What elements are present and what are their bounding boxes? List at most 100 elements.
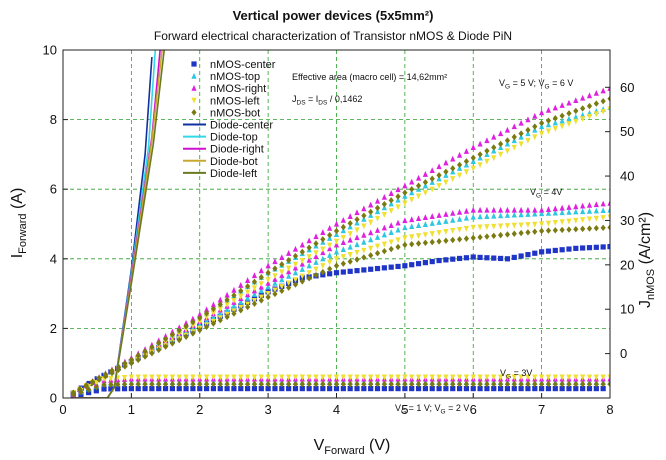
point-nmos-bot	[238, 307, 244, 314]
point-nmos-top	[245, 294, 251, 301]
point-nmos-left	[450, 228, 456, 234]
point-nmos-right	[415, 215, 422, 222]
point-nmos-bot	[245, 380, 251, 388]
point-nmos-center	[552, 386, 558, 392]
point-nmos-left	[190, 322, 196, 329]
point-nmos-center	[504, 386, 511, 392]
point-nmos-bot	[320, 236, 326, 243]
point-nmos-left	[566, 121, 572, 127]
point-nmos-bot	[176, 380, 182, 388]
y-tick-label: 8	[50, 112, 57, 127]
point-nmos-right	[511, 123, 517, 130]
point-nmos-bot	[299, 380, 305, 388]
point-nmos-bot	[102, 371, 109, 378]
point-nmos-center	[327, 386, 333, 392]
point-nmos-right	[525, 206, 531, 213]
point-nmos-bot	[121, 381, 128, 388]
point-nmos-bot	[600, 380, 606, 388]
point-nmos-right	[593, 89, 599, 96]
point-nmos-left	[197, 374, 203, 381]
point-nmos-bot	[93, 384, 99, 391]
point-nmos-right	[333, 220, 340, 227]
point-nmos-bot	[101, 381, 107, 388]
point-nmos-right	[600, 200, 606, 207]
point-nmos-right	[361, 205, 367, 212]
point-nmos-left	[381, 241, 387, 248]
series-layer	[70, 50, 610, 398]
point-nmos-right	[559, 102, 565, 108]
point-nmos-center	[299, 386, 305, 392]
point-nmos-left	[183, 326, 189, 333]
point-nmos-bot	[525, 229, 531, 236]
point-nmos-center	[580, 386, 586, 392]
point-nmos-top	[539, 210, 545, 217]
point-nmos-center	[600, 244, 606, 250]
point-nmos-center	[149, 386, 155, 392]
y-tick-label: 10	[43, 43, 57, 58]
point-nmos-top	[511, 211, 517, 218]
point-nmos-bot	[183, 333, 189, 340]
point-nmos-bot	[83, 382, 89, 389]
point-nmos-bot	[566, 226, 572, 233]
point-nmos-center	[559, 386, 565, 392]
point-nmos-top	[210, 314, 217, 320]
legend-label-diode-top: Diode-top	[210, 132, 258, 144]
point-nmos-bot	[573, 107, 579, 115]
point-nmos-bot	[224, 313, 230, 321]
point-nmos-bot	[183, 323, 189, 330]
point-nmos-left	[354, 227, 360, 234]
point-nmos-left	[210, 374, 217, 381]
point-nmos-bot	[258, 274, 264, 281]
point-nmos-bot	[197, 314, 203, 322]
point-nmos-top	[552, 119, 558, 126]
point-nmos-center	[135, 386, 141, 392]
point-nmos-right	[463, 207, 470, 214]
point-nmos-left	[450, 176, 456, 182]
point-nmos-center	[402, 263, 408, 269]
point-nmos-right	[203, 306, 210, 313]
point-nmos-right	[340, 216, 346, 223]
x-tick-label: 4	[333, 402, 340, 417]
point-nmos-right	[511, 206, 517, 213]
point-nmos-right	[518, 206, 524, 213]
point-nmos-center	[491, 255, 497, 261]
point-nmos-bot	[176, 327, 182, 334]
point-nmos-top	[354, 241, 360, 248]
point-nmos-left	[586, 216, 593, 223]
point-nmos-right	[525, 116, 531, 123]
point-nmos-bot	[477, 380, 483, 388]
point-nmos-bot	[265, 293, 271, 301]
point-nmos-left	[299, 257, 305, 264]
point-nmos-top	[545, 210, 552, 216]
point-nmos-top	[518, 211, 524, 218]
point-nmos-bot	[128, 360, 134, 367]
point-nmos-bot	[340, 260, 346, 267]
point-nmos-center	[477, 254, 483, 261]
point-nmos-left	[443, 229, 449, 235]
point-nmos-left	[327, 374, 333, 381]
point-nmos-bot	[333, 262, 340, 269]
point-nmos-top	[224, 306, 230, 313]
point-nmos-center	[429, 386, 435, 392]
point-nmos-left	[190, 374, 196, 381]
point-nmos-right	[450, 155, 456, 162]
point-nmos-top	[491, 212, 497, 219]
point-nmos-top	[559, 209, 565, 216]
point-nmos-bot	[504, 231, 511, 238]
point-nmos-left	[388, 208, 394, 214]
point-nmos-top	[299, 266, 305, 272]
point-nmos-bot	[86, 386, 92, 393]
point-nmos-right	[224, 291, 230, 298]
point-nmos-left	[511, 144, 517, 151]
point-nmos-top	[327, 252, 333, 258]
point-nmos-left	[313, 250, 319, 257]
point-nmos-bot	[593, 380, 599, 388]
point-nmos-bot	[532, 123, 538, 130]
point-nmos-left	[436, 374, 442, 381]
legend-label-nmos-right: nMOS-right	[210, 83, 266, 95]
series-line-diode-top	[73, 50, 157, 398]
point-nmos-left	[470, 224, 476, 231]
point-nmos-right	[607, 375, 610, 382]
point-nmos-bot	[463, 235, 470, 242]
point-nmos-bot	[135, 380, 141, 388]
